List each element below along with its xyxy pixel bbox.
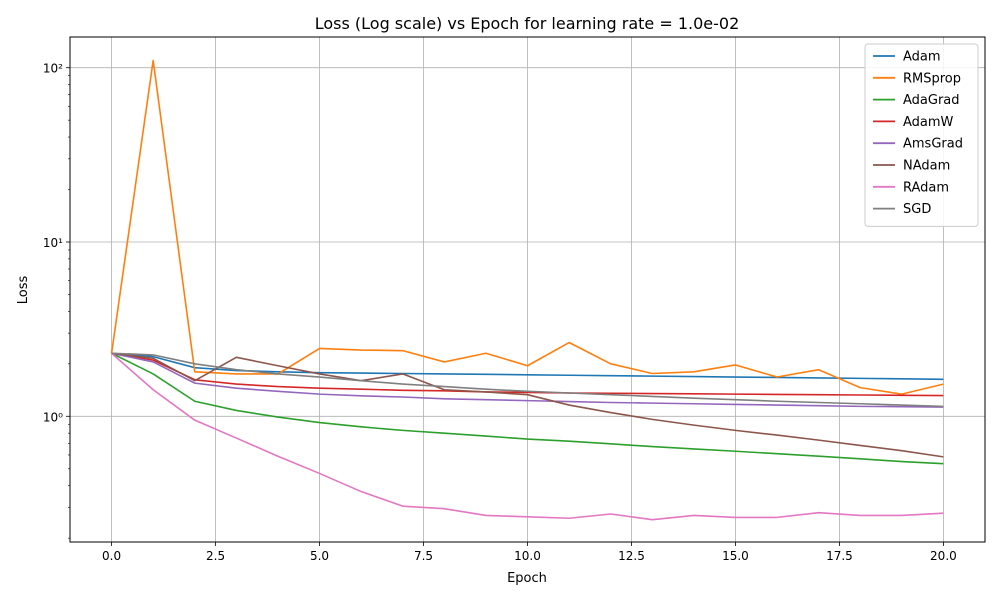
series-line-amsgrad: [111, 352, 944, 408]
legend-box: [864, 43, 979, 227]
series-layer: [110, 59, 944, 521]
x-tick-label: 2.5: [206, 549, 225, 563]
x-tick-label: 10.0: [514, 549, 541, 563]
x-axis: 0.0 2.5 5.0 7.5 10.0 12.5 15.0 17.5 20.0: [102, 542, 957, 563]
chart-title: Loss (Log scale) vs Epoch for learning r…: [315, 14, 740, 33]
legend-label-nadam: NAdam: [903, 159, 950, 174]
y-tick-label: 10²: [43, 62, 63, 76]
x-tick-label: 15.0: [722, 549, 749, 563]
series-line-adagrad: [111, 352, 944, 465]
x-tick-label: 0.0: [102, 549, 121, 563]
y-tick-label: 10¹: [43, 236, 63, 250]
series-line-rmsprop: [110, 59, 944, 395]
legend-label-amsgrad: AmsGrad: [903, 137, 963, 152]
x-tick-label: 5.0: [310, 549, 329, 563]
legend-label-radam: RAdam: [903, 180, 949, 195]
legend-label-rmsprop: RMSprop: [903, 71, 961, 86]
series-line-sgd: [111, 352, 944, 408]
legend-label-adagrad: AdaGrad: [903, 93, 960, 108]
y-axis-label: Loss: [16, 276, 31, 305]
x-tick-label: 17.5: [826, 549, 853, 563]
series-line-adamw: [111, 352, 944, 397]
legend-label-adamw: AdamW: [903, 115, 954, 130]
series-line-nadam: [111, 352, 944, 458]
legend-label-adam: Adam: [903, 50, 941, 65]
x-tick-label: 20.0: [930, 549, 957, 563]
x-tick-label: 12.5: [618, 549, 645, 563]
x-axis-label: Epoch: [507, 571, 547, 586]
legend-label-sgd: SGD: [903, 202, 931, 217]
grid: [70, 37, 985, 542]
legend: Adam RMSprop AdaGrad AdamW AmsGrad NAdam RAdam…: [864, 43, 979, 227]
y-axis: 10⁰ 10¹ 10²: [43, 62, 70, 539]
x-tick-label: 7.5: [414, 549, 433, 563]
series-line-radam: [111, 352, 944, 521]
y-tick-label: 10⁰: [43, 410, 63, 424]
